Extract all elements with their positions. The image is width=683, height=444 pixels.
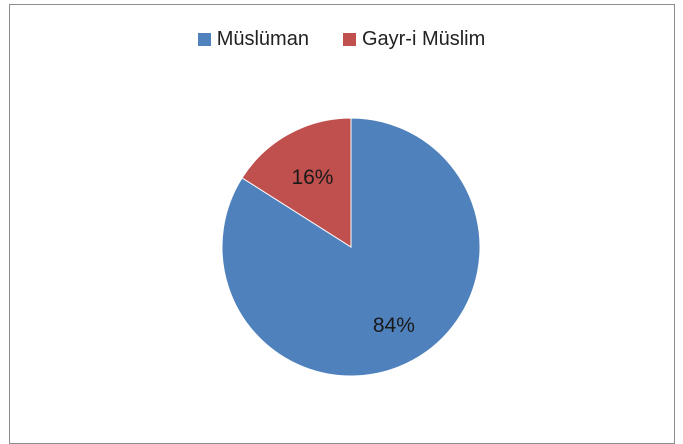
- legend: Müslüman Gayr-i Müslim: [0, 28, 683, 51]
- legend-label-muslim: Müslüman: [216, 28, 309, 50]
- legend-swatch-muslim: [197, 33, 211, 46]
- legend-item-non-muslim: Gayr-i Müslim: [342, 28, 486, 51]
- pie-chart: 84% 16%: [221, 117, 481, 377]
- legend-swatch-non-muslim: [342, 33, 356, 46]
- legend-item-muslim: Müslüman: [197, 28, 309, 51]
- legend-label-non-muslim: Gayr-i Müslim: [361, 28, 486, 50]
- slice-label-non-muslim: 16%: [291, 166, 333, 189]
- pie-slice-non-muslim: [241, 117, 352, 248]
- slice-label-muslim: 84%: [373, 314, 415, 337]
